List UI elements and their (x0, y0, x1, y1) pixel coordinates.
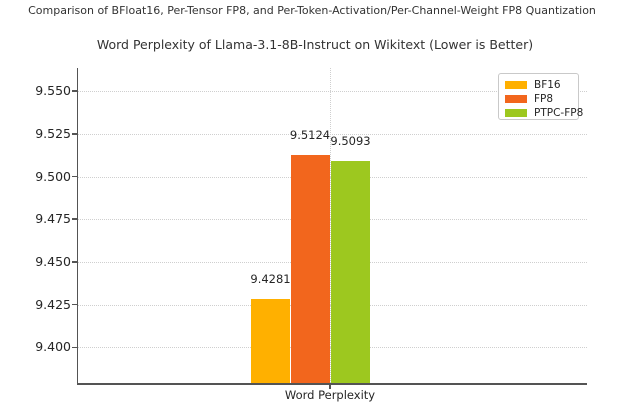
bar-fp8 (290, 155, 330, 383)
x-gridline (329, 68, 331, 383)
legend-item-ptpc-fp8: PTPC-FP8 (499, 106, 583, 120)
bar-value-label: 9.5124 (289, 128, 331, 143)
legend-item-fp8: FP8 (499, 92, 578, 106)
bar-ptpc-fp8 (331, 160, 370, 383)
x-tick-mark (329, 385, 331, 389)
y-tick-label: 9.425 (35, 296, 71, 312)
bar-bf16 (251, 299, 290, 383)
x-tick-label: Word Perplexity (284, 388, 376, 402)
y-gridline (78, 133, 587, 135)
legend-item-bf16: BF16 (499, 78, 578, 92)
y-tick-label: 9.400 (35, 339, 71, 355)
y-tick-label: 9.525 (35, 125, 71, 141)
legend-item-label: FP8 (534, 93, 554, 105)
y-tick-label: 9.500 (35, 168, 71, 184)
legend-swatch (505, 81, 527, 89)
legend-swatch (505, 109, 527, 117)
y-gridline (78, 91, 587, 93)
legend-swatch (505, 95, 527, 103)
chart-title: Word Perplexity of Llama-3.1-8B-Instruct… (96, 37, 534, 52)
y-tick-label: 9.550 (35, 83, 71, 99)
bar-value-label: 9.5093 (330, 133, 371, 148)
legend: BF16 FP8 PTPC-FP8 (498, 73, 583, 120)
y-tick-label: 9.450 (35, 253, 71, 269)
legend-item-label: BF16 (534, 79, 561, 91)
y-tick-label: 9.475 (35, 211, 71, 227)
legend-item-label: PTPC-FP8 (534, 107, 584, 119)
plot-area: 9.4281 9.5124 9.5093 (77, 68, 587, 385)
figure-suptitle: Comparison of BFloat16, Per-Tensor FP8, … (28, 4, 596, 17)
bar-value-label: 9.4281 (250, 272, 291, 287)
